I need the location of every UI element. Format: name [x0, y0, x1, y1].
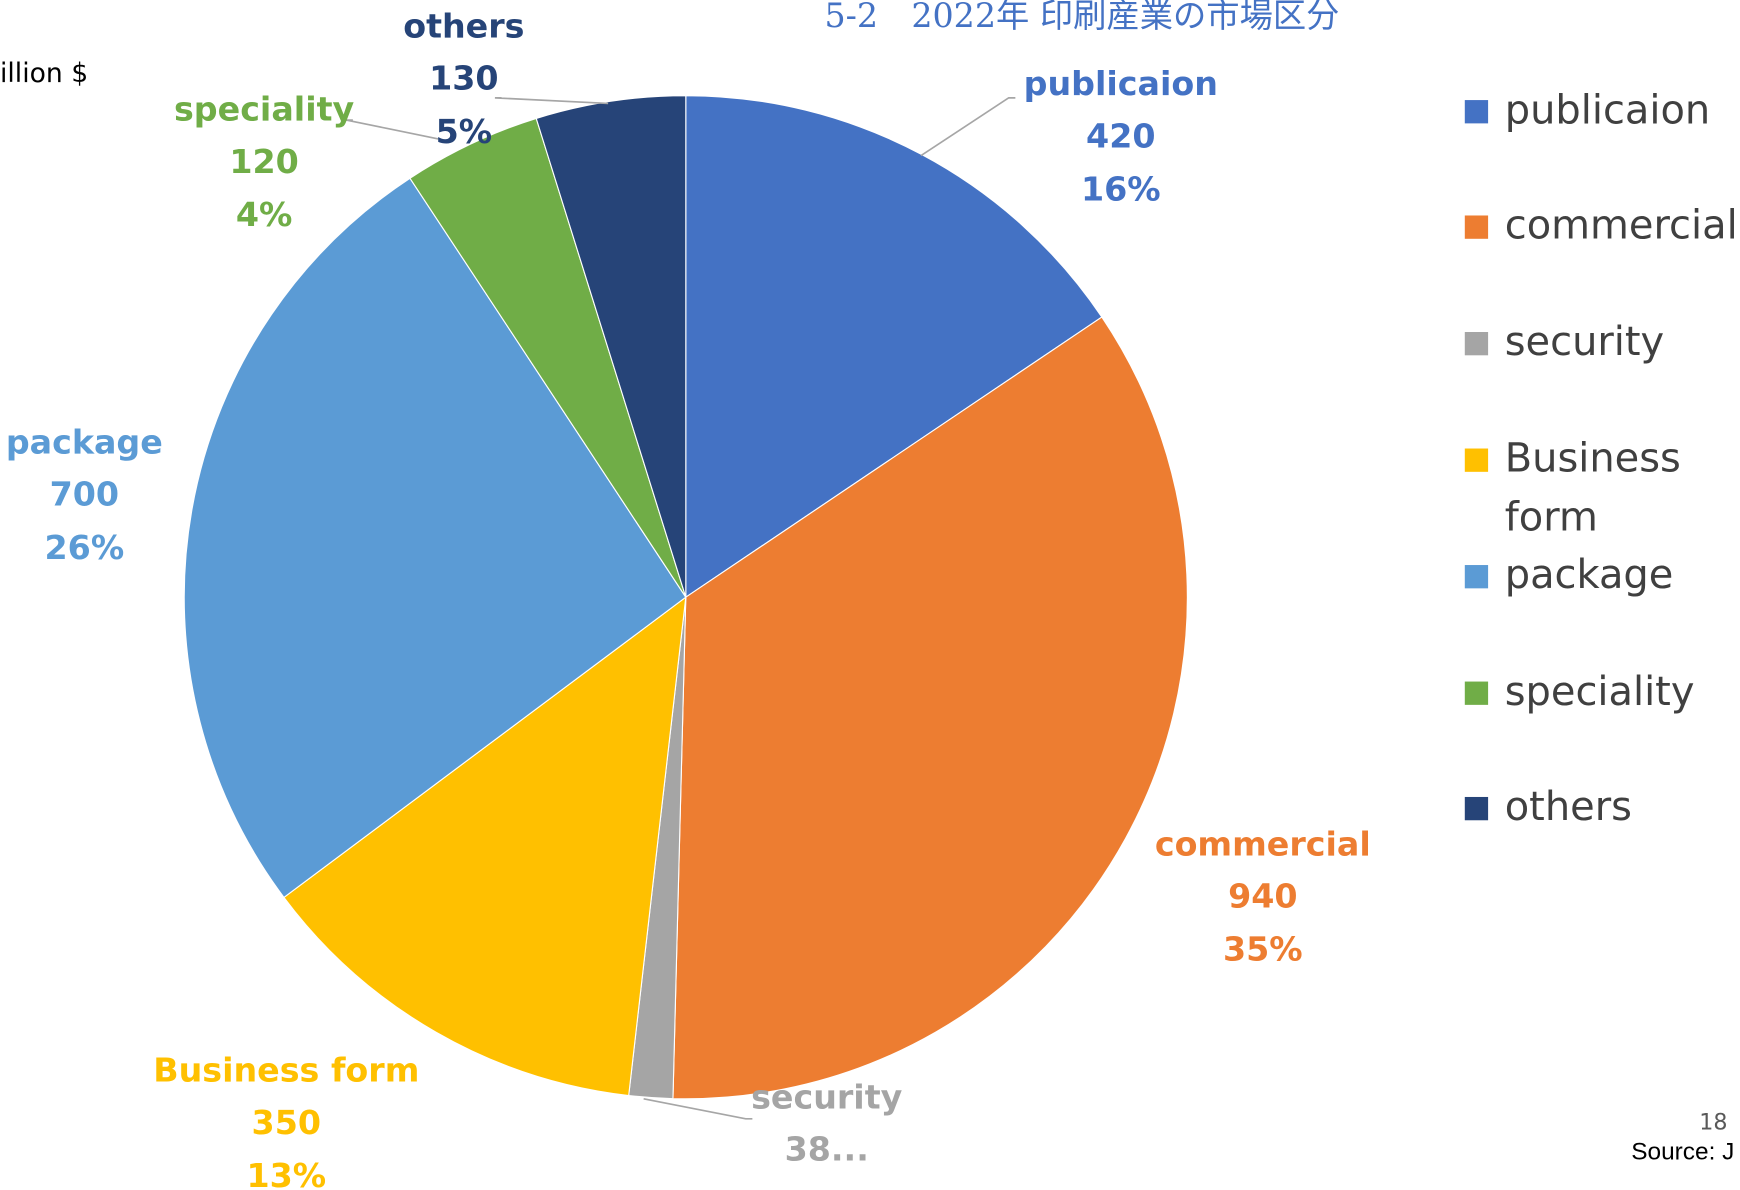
legend-swatch	[1464, 215, 1489, 239]
data-label-value: 130	[429, 59, 498, 98]
data-label-name: commercial	[1155, 824, 1371, 863]
chart-title: 5-2 2022年 印刷産業の市場区分	[824, 0, 1339, 35]
legend-label: Business form	[1505, 436, 1681, 541]
unit-label: illion $	[0, 58, 88, 89]
legend-swatch	[1464, 565, 1489, 589]
legend-label: security	[1505, 319, 1664, 365]
pie-slice	[283, 596, 687, 1097]
data-label-name: package	[6, 423, 163, 462]
legend-label: publicaion	[1505, 87, 1710, 133]
legend-label: package	[1505, 552, 1674, 598]
data-label-value: 420	[1086, 116, 1155, 155]
leader-line	[346, 119, 439, 140]
legend-swatch	[1464, 448, 1489, 472]
data-label-value: 350	[252, 1103, 321, 1142]
data-label-percent: 13%	[246, 1156, 326, 1190]
data-label-name: others	[403, 6, 524, 45]
legend-swatch	[1464, 332, 1489, 356]
pie-slice	[672, 316, 1188, 1100]
page-number: 18	[1699, 1110, 1727, 1136]
data-label-name: security	[751, 1077, 903, 1116]
data-label-name: speciality	[174, 90, 355, 129]
data-label-percent: 16%	[1081, 170, 1161, 209]
leader-line	[643, 1097, 753, 1120]
data-label-name: publicaion	[1024, 64, 1218, 103]
leader-line	[920, 97, 1016, 157]
data-label-value: 38...	[785, 1129, 869, 1168]
data-label-percent: 4%	[236, 195, 293, 234]
legend-label: others	[1505, 784, 1632, 830]
data-label-value: 120	[229, 142, 298, 181]
data-label-percent: 35%	[1223, 930, 1303, 969]
pie-slice	[535, 95, 687, 598]
data-label-name: Business form	[153, 1051, 419, 1090]
legend-label: commercial	[1505, 203, 1738, 249]
data-label-percent: 26%	[45, 528, 125, 567]
legend-label: speciality	[1505, 669, 1695, 715]
legend-swatch	[1464, 681, 1489, 705]
pie-slice	[183, 177, 687, 899]
data-label-value: 700	[50, 475, 119, 514]
legend-swatch	[1464, 100, 1489, 124]
leader-line	[494, 97, 609, 105]
source: Source: J	[1631, 1139, 1734, 1166]
data-label-percent: 5%	[436, 112, 493, 151]
data-label-value: 940	[1228, 876, 1297, 915]
legend-swatch	[1464, 796, 1489, 821]
